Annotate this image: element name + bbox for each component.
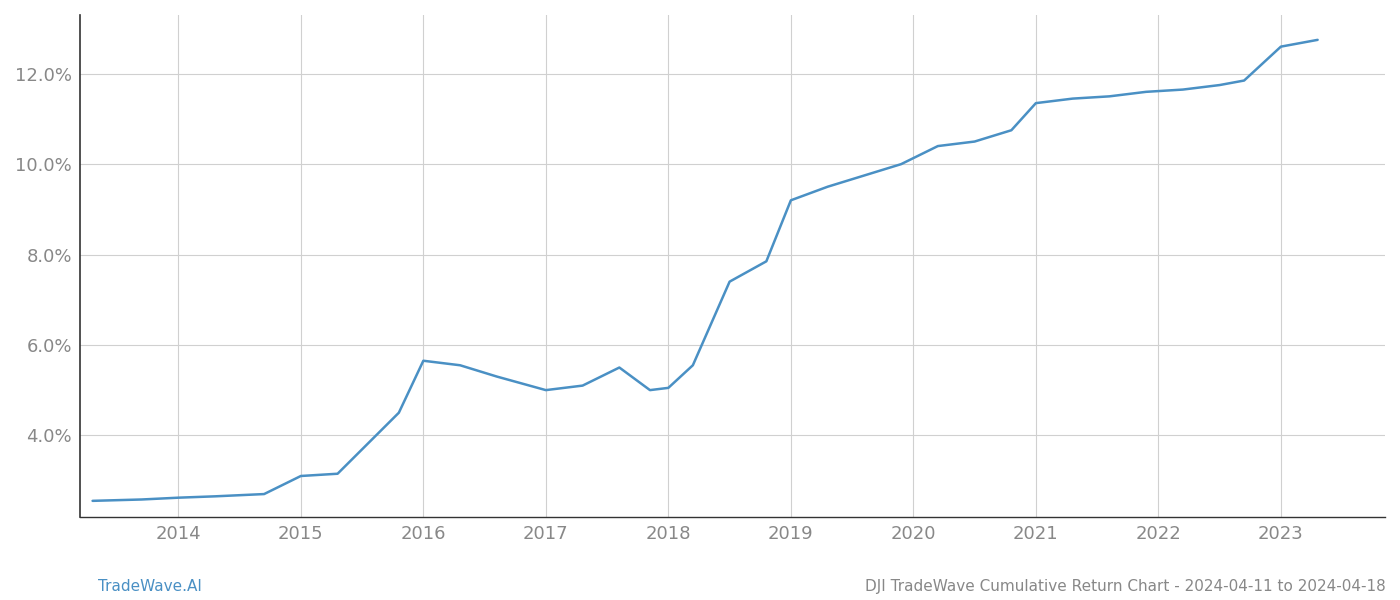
- Text: TradeWave.AI: TradeWave.AI: [98, 579, 202, 594]
- Text: DJI TradeWave Cumulative Return Chart - 2024-04-11 to 2024-04-18: DJI TradeWave Cumulative Return Chart - …: [865, 579, 1386, 594]
